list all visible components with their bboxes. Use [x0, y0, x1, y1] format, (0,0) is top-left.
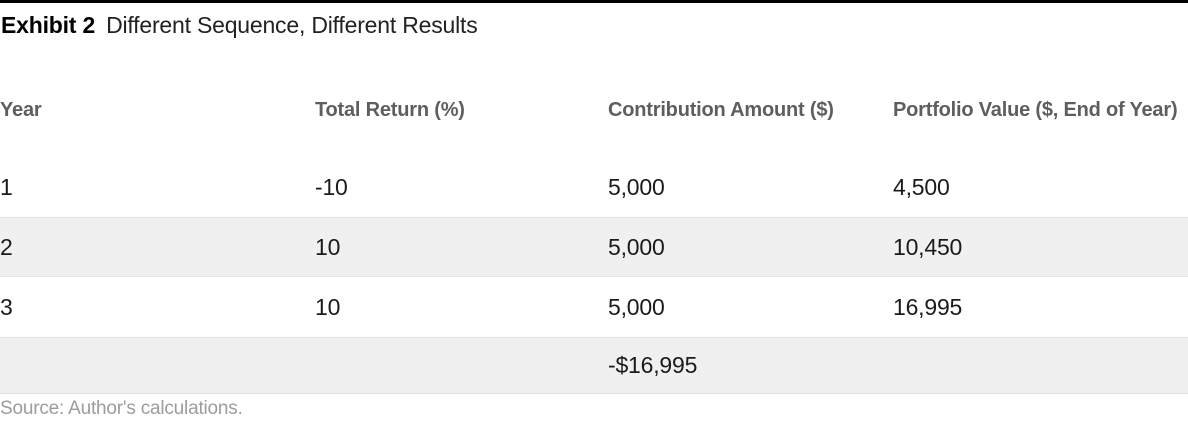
column-header-contribution-amount: Contribution Amount ($): [608, 99, 834, 121]
cell-contribution: 5,000: [608, 233, 665, 260]
cell-total-return: 10: [315, 233, 341, 260]
cell-total-return: 10: [315, 293, 341, 320]
cell-total-contribution: -$16,995: [608, 352, 698, 378]
column-header-portfolio-value: Portfolio Value ($, End of Year): [893, 99, 1178, 121]
cell-contribution: 5,000: [608, 173, 665, 200]
table-header-row: Year Total Return (%) Contribution Amoun…: [0, 45, 1188, 157]
column-header-year: Year: [0, 99, 42, 121]
table-total-row: -$16,995: [0, 337, 1188, 394]
cell-contribution: 5,000: [608, 293, 665, 320]
cell-total-return: -10: [315, 173, 348, 200]
table-row: 3 10 5,000 16,995: [0, 277, 1188, 337]
exhibit-header: Exhibit 2 Different Sequence, Different R…: [0, 3, 1188, 45]
exhibit-title: Different Sequence, Different Results: [106, 12, 478, 38]
cell-year: 1: [0, 173, 13, 200]
cell-year: 3: [0, 293, 13, 320]
cell-portfolio-value: 10,450: [893, 233, 963, 260]
source-note: Source: Author's calculations.: [0, 398, 243, 419]
cell-year: 2: [0, 233, 13, 260]
top-rule: [0, 0, 1188, 3]
table-row: 2 10 5,000 10,450: [0, 217, 1188, 277]
cell-portfolio-value: 4,500: [893, 173, 950, 200]
column-header-total-return: Total Return (%): [315, 99, 465, 121]
table-row: 1 -10 5,000 4,500: [0, 157, 1188, 217]
exhibit-label: Exhibit 2: [1, 12, 96, 38]
cell-portfolio-value: 16,995: [893, 293, 963, 320]
